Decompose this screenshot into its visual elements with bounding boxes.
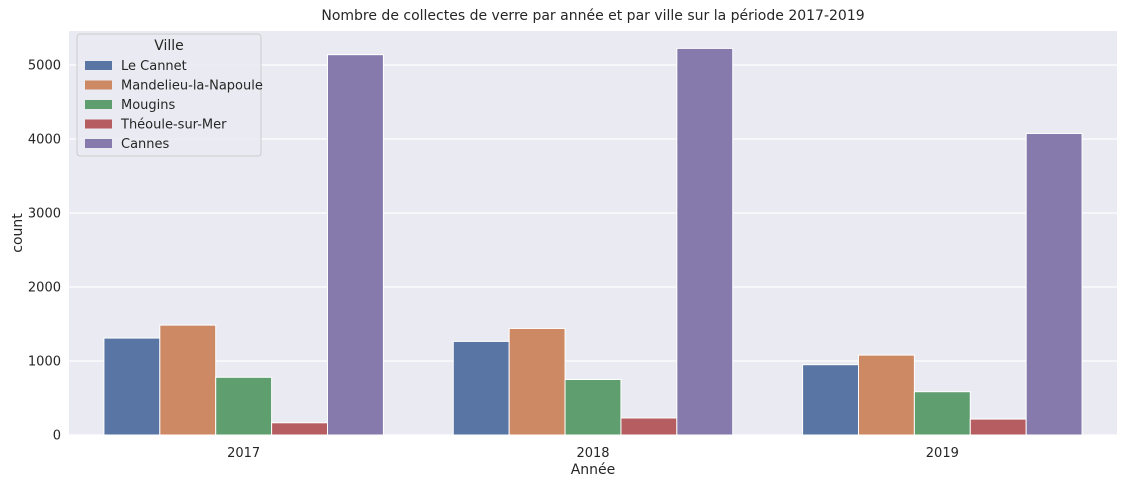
y-tick-label-4000: 4000 <box>28 133 61 148</box>
bar-th-oule-sur-mer-2019 <box>969 418 1027 436</box>
y-tick-label-3000: 3000 <box>28 207 61 222</box>
x-tick-label-2017: 2017 <box>227 446 260 461</box>
bar-le-cannet-2017 <box>103 337 161 436</box>
legend-label-mandelieu-la-napoule: Mandelieu-la-Napoule <box>121 79 263 94</box>
bar-th-oule-sur-mer-2017 <box>271 422 329 436</box>
y-tick-label-1000: 1000 <box>28 355 61 370</box>
y-tick-label-5000: 5000 <box>28 59 61 74</box>
legend-label-th-oule-sur-mer: Théoule-sur-Mer <box>120 118 227 133</box>
x-tick-label-2018: 2018 <box>576 446 609 461</box>
y-tick-label-0: 0 <box>53 429 61 444</box>
bar-mandelieu-la-napoule-2018 <box>508 327 566 436</box>
bar-le-cannet-2019 <box>802 364 859 436</box>
bar-mandelieu-la-napoule-2019 <box>857 354 915 436</box>
y-tick-label-2000: 2000 <box>28 281 61 296</box>
y-axis-ticks: 0 1000 2000 3000 4000 5000 <box>28 59 61 444</box>
legend-swatch-th-oule-sur-mer <box>85 119 112 129</box>
legend-swatch-mougins <box>85 100 112 109</box>
legend-title: Ville <box>154 38 184 54</box>
bar-cannes-2018 <box>676 47 734 436</box>
legend-label-le-cannet: Le Cannet <box>121 59 187 74</box>
bar-le-cannet-2018 <box>452 340 510 436</box>
x-axis-ticks: 2017 2018 2019 <box>227 446 959 461</box>
y-axis-title: count <box>10 213 26 253</box>
bar-mougins-2019 <box>913 391 971 436</box>
legend: Ville Le Cannet Mandelieu-la-Napoule Mougi… <box>76 33 263 157</box>
bar-mandelieu-la-napoule-2017 <box>159 324 217 436</box>
legend-swatch-le-cannet <box>85 61 112 70</box>
legend-items: Le Cannet Mandelieu-la-Napoule Mougins Théo… <box>85 59 263 152</box>
legend-swatch-mandelieu-la-napoule <box>85 80 112 90</box>
legend-label-mougins: Mougins <box>121 98 176 113</box>
x-tick-label-2019: 2019 <box>926 446 959 461</box>
bar-cannes-2019 <box>1025 132 1083 436</box>
legend-swatch-cannes <box>85 139 112 148</box>
x-axis-title: Année <box>571 462 616 478</box>
bar-mougins-2017 <box>215 376 273 436</box>
bars-group <box>103 47 1083 436</box>
bar-th-oule-sur-mer-2018 <box>620 417 678 436</box>
bar-cannes-2017 <box>327 54 384 436</box>
chart-title: Nombre de collectes de verre par année e… <box>321 8 864 24</box>
legend-label-cannes: Cannes <box>121 137 170 152</box>
bar-mougins-2018 <box>564 379 622 436</box>
legend-box <box>76 33 262 157</box>
